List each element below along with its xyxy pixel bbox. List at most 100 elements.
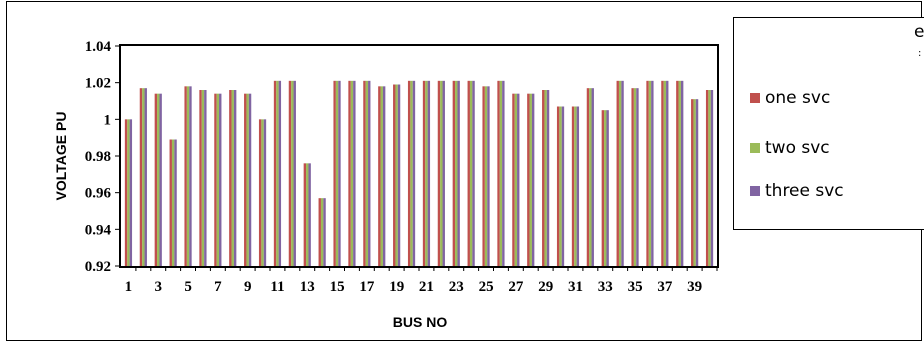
y-tick-label: 0.98 <box>85 149 111 165</box>
bar-one-svc-bus-18 <box>378 86 381 266</box>
bar-three-svc-bus-24 <box>472 80 475 266</box>
bar-one-svc-bus-3 <box>154 93 158 266</box>
bar-one-svc-bus-37 <box>661 80 664 266</box>
bar-two-svc-bus-8 <box>231 90 234 266</box>
legend-swatch-three-svc <box>750 186 760 196</box>
bar-one-svc-bus-5 <box>184 86 187 266</box>
bar-three-svc-bus-36 <box>651 80 654 266</box>
bar-three-svc-bus-9 <box>248 93 252 266</box>
x-tick-label: 35 <box>628 279 643 295</box>
x-tick-label: 1 <box>125 279 133 295</box>
bar-two-svc-bus-33 <box>604 110 607 266</box>
x-tick-label: 17 <box>359 279 375 295</box>
x-tick-label: 5 <box>184 279 192 295</box>
bar-three-svc-bus-3 <box>159 93 162 266</box>
bar-one-svc-bus-24 <box>467 80 470 266</box>
bar-three-svc-bus-17 <box>368 80 371 266</box>
x-tick-label: 19 <box>389 279 404 295</box>
bar-two-svc-bus-15 <box>335 80 339 266</box>
bar-two-svc-bus-7 <box>216 93 220 266</box>
bar-one-svc-bus-30 <box>556 106 560 266</box>
bar-one-svc-bus-20 <box>407 80 411 266</box>
y-tick-label: 1.04 <box>85 39 112 55</box>
bar-two-svc-bus-9 <box>246 93 249 266</box>
bar-three-svc-bus-37 <box>666 80 669 266</box>
bar-three-svc-bus-13 <box>308 163 311 266</box>
x-tick-label: 15 <box>330 279 345 295</box>
bar-two-svc-bus-3 <box>157 93 160 266</box>
bar-three-svc-bus-11 <box>278 80 282 266</box>
bar-one-svc-bus-10 <box>258 119 262 266</box>
bar-one-svc-bus-23 <box>452 80 456 266</box>
legend-item-one-svc: one svc <box>750 88 830 108</box>
bar-three-svc-bus-10 <box>263 119 267 266</box>
bar-two-svc-bus-35 <box>633 88 637 266</box>
bar-three-svc-bus-21 <box>427 80 431 266</box>
bar-two-svc-bus-24 <box>469 80 473 266</box>
bar-three-svc-bus-39 <box>695 99 699 266</box>
bar-three-svc-bus-28 <box>531 93 535 266</box>
bar-one-svc-bus-8 <box>229 90 232 266</box>
bar-two-svc-bus-11 <box>276 80 279 266</box>
bar-one-svc-bus-6 <box>199 90 202 266</box>
x-axis-title: BUS NO <box>393 314 448 330</box>
bar-two-svc-bus-17 <box>365 80 369 266</box>
bar-one-svc-bus-27 <box>512 93 515 266</box>
bar-three-svc-bus-32 <box>591 88 594 266</box>
bar-one-svc-bus-33 <box>601 110 605 266</box>
bar-three-svc-bus-18 <box>382 86 386 266</box>
bar-two-svc-bus-20 <box>410 80 413 266</box>
x-tick-label: 37 <box>657 279 673 295</box>
bar-two-svc-bus-10 <box>261 119 264 266</box>
bar-two-svc-bus-28 <box>529 93 532 266</box>
legend-fragment-top: e <box>914 22 924 42</box>
bar-three-svc-bus-29 <box>546 90 550 266</box>
bar-three-svc-bus-1 <box>129 119 133 266</box>
bar-three-svc-bus-20 <box>412 80 416 266</box>
x-tick-label: 11 <box>270 279 284 295</box>
bar-group <box>124 80 714 266</box>
bar-two-svc-bus-26 <box>499 80 503 266</box>
bar-one-svc-bus-2 <box>139 88 143 266</box>
bar-three-svc-bus-26 <box>502 80 505 266</box>
bar-three-svc-bus-16 <box>353 80 356 266</box>
bar-two-svc-bus-21 <box>425 80 428 266</box>
bar-two-svc-bus-30 <box>559 106 562 266</box>
bar-two-svc-bus-4 <box>171 139 175 266</box>
bar-one-svc-bus-19 <box>393 84 396 266</box>
bar-two-svc-bus-39 <box>693 99 696 266</box>
bar-two-svc-bus-34 <box>618 80 622 266</box>
bar-one-svc-bus-11 <box>273 80 277 266</box>
y-tick-label: 0.96 <box>85 186 112 202</box>
bar-one-svc-bus-32 <box>586 88 590 266</box>
bar-two-svc-bus-6 <box>201 90 205 266</box>
bar-one-svc-bus-28 <box>527 93 530 266</box>
bar-two-svc-bus-27 <box>514 93 518 266</box>
bar-one-svc-bus-25 <box>482 86 485 266</box>
bar-three-svc-bus-12 <box>293 80 296 266</box>
y-axis-ticks: 0.92 0.94 0.96 0.98 1 1.02 1.04 <box>85 39 121 275</box>
bar-three-svc-bus-27 <box>517 93 520 266</box>
bar-two-svc-bus-13 <box>306 163 309 266</box>
bar-one-svc-bus-40 <box>705 90 709 266</box>
x-tick-label: 23 <box>449 279 464 295</box>
bar-three-svc-bus-40 <box>710 90 714 266</box>
bar-two-svc-bus-38 <box>678 80 681 266</box>
bar-three-svc-bus-19 <box>397 84 401 266</box>
bar-two-svc-bus-12 <box>291 80 294 266</box>
bar-one-svc-bus-12 <box>288 80 292 266</box>
bar-one-svc-bus-36 <box>646 80 649 266</box>
bar-two-svc-bus-18 <box>380 86 383 266</box>
bar-two-svc-bus-23 <box>455 80 458 266</box>
x-tick-label: 39 <box>687 279 702 295</box>
x-tick-label: 9 <box>244 279 252 295</box>
bar-three-svc-bus-4 <box>174 139 177 266</box>
legend: e : one svc two svc three svc <box>733 17 924 230</box>
bar-three-svc-bus-6 <box>204 90 207 266</box>
bar-two-svc-bus-16 <box>350 80 354 266</box>
legend-swatch-two-svc <box>750 143 760 153</box>
bar-two-svc-bus-19 <box>395 84 398 266</box>
y-tick-label: 1 <box>104 112 112 128</box>
bar-three-svc-bus-31 <box>576 106 580 266</box>
